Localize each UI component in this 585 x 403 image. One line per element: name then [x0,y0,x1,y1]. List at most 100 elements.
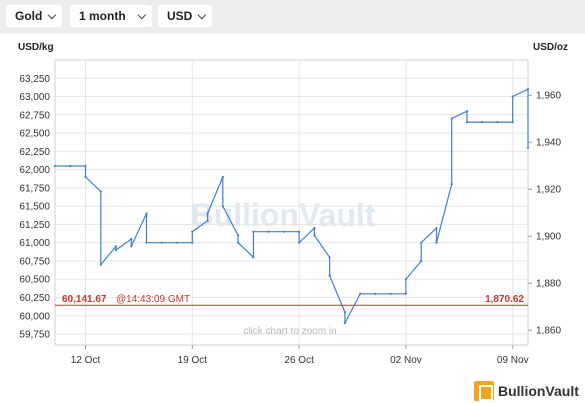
price-point [328,256,331,259]
price-series [53,88,530,325]
price-point [389,292,392,295]
price-point [481,121,484,124]
left-axis-tick-label: 61,000 [19,238,50,249]
price-point [237,241,240,244]
controls-bar: Gold ⌵ 1 month ⌵ USD ⌵ [0,0,585,34]
bullionvault-logo-icon [474,381,494,401]
metal-select[interactable]: Gold ⌵ [6,5,62,27]
price-point [84,175,87,178]
price-point [313,234,316,237]
price-point [450,117,453,120]
chart-watermark: BullionVault [191,197,376,233]
left-axis-tick-label: 61,250 [19,220,50,231]
price-point [343,322,346,325]
price-point [435,227,438,230]
x-axis-tick-label: 19 Oct [178,355,208,366]
left-axis-tick-label: 61,500 [19,202,50,213]
price-point [221,175,224,178]
x-axis-tick-label: 02 Nov [390,355,422,366]
current-price-marker: 60,141.67 @14:43:09 GMT 1,870.62 [55,294,528,306]
price-point [191,230,194,233]
left-axis-tick-label: 59,750 [19,330,50,341]
metal-select-value: Gold [15,9,43,23]
logo-text: BullionVault [498,383,579,399]
left-axis-tick-label: 60,750 [19,256,50,267]
price-point [343,311,346,314]
period-select[interactable]: 1 month ⌵ [70,5,152,27]
price-point [526,88,530,91]
price-point [435,241,438,244]
current-price-time: @14:43:09 GMT [116,294,190,305]
left-axis-tick-label: 62,250 [19,147,50,158]
price-point [511,121,514,124]
price-point [359,292,362,295]
price-point [160,241,163,244]
price-point [252,230,255,233]
x-axis-tick-label: 26 Oct [284,355,314,366]
price-point [298,230,301,233]
price-point [252,256,255,259]
price-point [145,212,148,215]
price-point [130,237,133,241]
price-point [374,292,377,295]
price-point [69,164,72,168]
x-axis-tick-label: 12 Oct [71,355,101,366]
right-axis-tick-label: 1,920 [536,185,561,196]
left-axis-unit: USD/kg [18,42,54,53]
left-axis-tick-label: 60,250 [19,293,50,304]
left-axis-tick-label: 63,000 [19,92,50,103]
price-point [404,292,407,295]
price-point [176,241,179,244]
price-point [99,263,102,266]
x-axis-tick-label: 09 Nov [497,355,529,366]
zoom-hint: click chart to zoom in [243,326,336,337]
chevron-down-icon: ⌵ [137,10,146,22]
price-point [298,241,301,244]
period-select-value: 1 month [79,9,126,23]
price-point [221,205,224,208]
price-point [526,146,530,149]
right-axis-tick-label: 1,900 [536,232,561,243]
price-point [114,248,118,252]
price-point [206,212,209,215]
price-point [465,121,469,124]
price-point [450,183,453,186]
left-axis-tick-label: 62,750 [19,110,50,121]
price-point [53,164,57,168]
right-axis-tick-label: 1,940 [536,138,561,149]
price-point [313,227,316,230]
currency-select[interactable]: USD ⌵ [158,5,212,27]
price-point [191,241,194,244]
left-axis-tick-label: 62,000 [19,165,50,176]
price-point [420,241,423,244]
current-price-usd-oz: 1,870.62 [485,294,524,305]
price-point [511,95,514,98]
price-point [114,245,118,248]
left-axis-tick-label: 60,000 [19,311,50,322]
price-point [404,278,407,281]
left-axis: 59,750 60,000 60,250 60,500 60,750 61,000 61,2… [19,74,50,341]
right-axis-unit: USD/oz [533,42,568,53]
price-point [237,234,240,237]
current-price-usd-kg: 60,141.67 [62,294,107,305]
grid [54,59,529,346]
price-point [328,274,331,277]
price-point [267,230,270,233]
price-point [282,230,285,233]
price-point [496,121,499,124]
right-axis-tick-label: 1,880 [536,279,561,290]
right-axis-tick-label: 1,960 [536,91,561,102]
price-point [130,245,133,248]
chevron-down-icon: ⌵ [47,10,56,22]
price-point [84,164,87,168]
right-axis-tick-label: 1,860 [536,326,561,337]
left-axis-tick-label: 60,500 [19,275,50,286]
left-axis-tick-label: 61,750 [19,183,50,194]
currency-select-value: USD [167,9,193,23]
price-point [465,110,469,113]
left-axis-tick-label: 63,250 [19,74,50,85]
price-point [206,219,209,222]
x-axis: 12 Oct 19 Oct 26 Oct 02 Nov 09 Nov [71,345,529,366]
price-point [145,241,148,244]
